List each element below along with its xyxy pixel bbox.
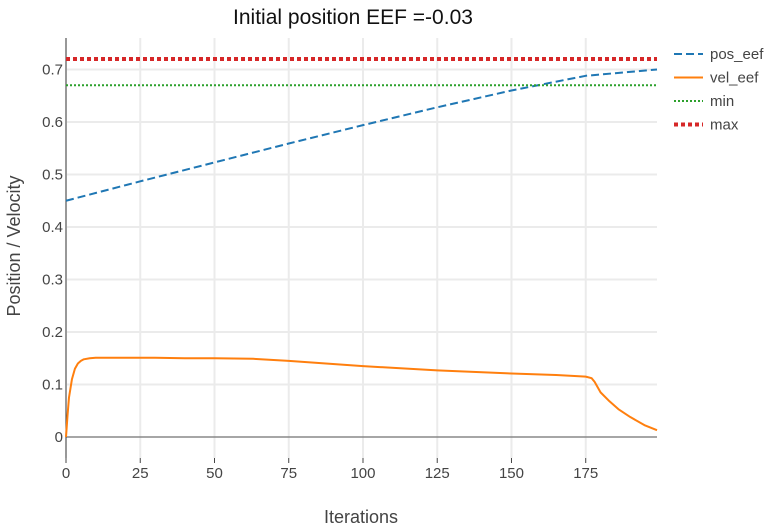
y-tick-label: 0.6 (42, 114, 63, 131)
x-tick-label: 100 (350, 465, 375, 482)
y-tick-label: 0.5 (42, 167, 63, 184)
chart-title: Initial position EEF =-0.03 (233, 6, 473, 29)
x-tick-label: 75 (280, 465, 297, 482)
y-tick-label: 0.4 (42, 219, 63, 236)
y-tick-label: 0.7 (42, 62, 63, 79)
legend-label-pos-eef: pos_eef (710, 46, 764, 63)
x-tick-label: 125 (425, 465, 450, 482)
series (65, 57, 658, 438)
legend-label-min: min (710, 93, 734, 110)
y-ticks: 0 0.1 0.2 0.3 0.4 0.5 0.6 0.7 (42, 62, 63, 447)
x-tick-label: 150 (499, 465, 524, 482)
y-tick-label: 0.3 (42, 272, 63, 289)
legend-label-max: max (710, 117, 739, 134)
x-tick-label: 25 (132, 465, 149, 482)
x-tick-label: 0 (62, 465, 70, 482)
y-axis-label: Position / Velocity (4, 175, 24, 316)
x-ticks: 0 25 50 75 100 125 150 175 (62, 458, 598, 482)
series-line-vel-eef (65, 356, 658, 438)
y-tick-label: 0.2 (42, 324, 63, 341)
grid (65, 38, 657, 458)
y-tick-label: 0.1 (42, 377, 63, 394)
y-tick-label: 0 (55, 429, 63, 446)
x-tick-label: 50 (206, 465, 223, 482)
x-tick-label: 175 (573, 465, 598, 482)
legend-label-vel-eef: vel_eef (710, 70, 759, 87)
axes (65, 38, 657, 458)
x-axis-label: Iterations (324, 507, 398, 527)
series-line-pos-eef (65, 68, 658, 202)
